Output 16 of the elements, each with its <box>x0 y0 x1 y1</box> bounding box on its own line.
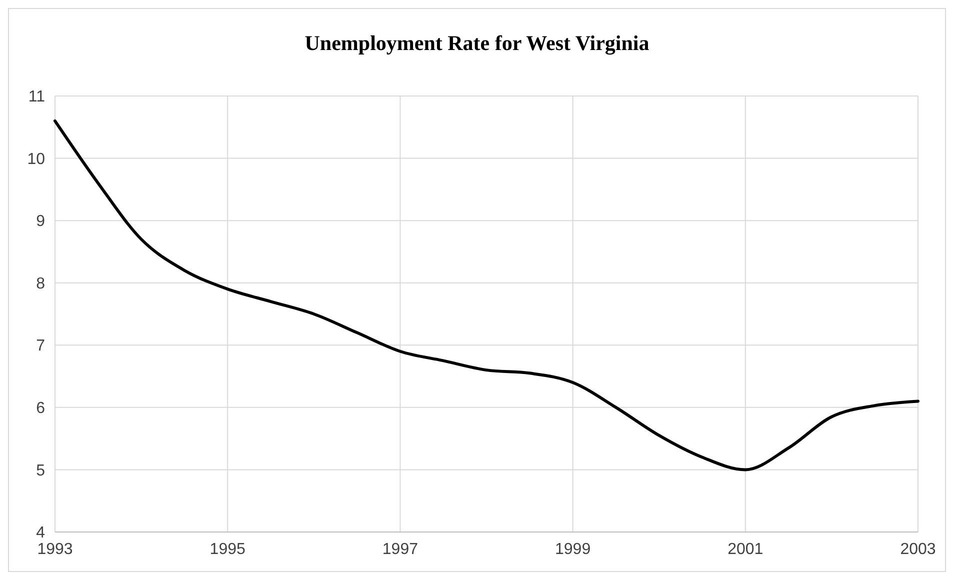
y-tick-label: 6 <box>36 400 46 418</box>
x-tick-label: 1995 <box>210 541 246 558</box>
y-tick-label: 10 <box>27 150 46 168</box>
x-tick-label: 2003 <box>900 541 936 558</box>
line-series <box>54 119 920 472</box>
x-tick-label: 1999 <box>555 541 591 558</box>
y-tick-label: 9 <box>36 213 46 230</box>
y-tick-label: 4 <box>36 524 46 542</box>
chart-title: Unemployment Rate for West Virginia <box>304 31 650 55</box>
y-tick-label: 11 <box>28 88 46 106</box>
y-tick-label: 5 <box>36 462 46 480</box>
x-tick-label: 1993 <box>37 541 73 558</box>
x-tick-label: 2001 <box>728 541 764 558</box>
y-tick-label: 7 <box>36 338 46 355</box>
y-tick-label: 8 <box>36 275 46 292</box>
x-tick-label: 1997 <box>382 541 418 558</box>
